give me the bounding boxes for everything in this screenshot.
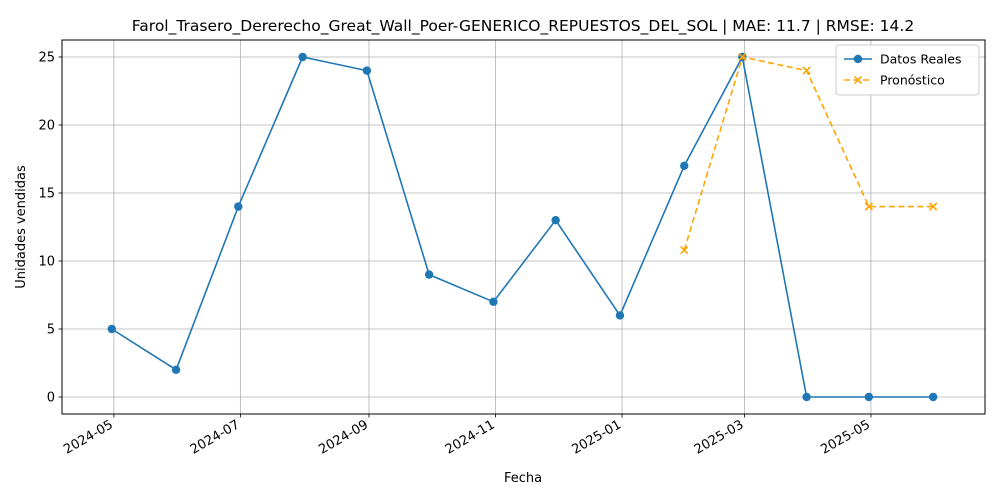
y-tick-label: 0	[47, 391, 55, 406]
data-point	[489, 297, 498, 306]
x-tick-label: 2025-01	[569, 417, 624, 457]
y-axis-label: Unidades vendidas	[14, 165, 29, 289]
data-point	[802, 66, 811, 75]
x-tick-label: 2024-11	[443, 417, 498, 457]
x-tick-label: 2025-05	[818, 417, 873, 457]
data-point	[362, 66, 372, 75]
legend: Datos Reales Pronóstico	[835, 44, 980, 96]
data-point	[615, 311, 625, 320]
data-point	[234, 202, 243, 211]
legend-marker	[853, 54, 863, 64]
x-tick-label: 2024-07	[188, 417, 243, 457]
data-point	[424, 270, 434, 279]
data-point	[928, 392, 938, 402]
data-point	[171, 365, 181, 374]
data-point	[738, 52, 747, 62]
legend-label: Datos Reales	[880, 52, 961, 67]
y-tick-label: 25	[38, 51, 55, 66]
data-point	[107, 324, 116, 334]
axis-ticks: 0 5 10 15 20 25 2024-05 2024-07 2024-09 2024-11 20…	[38, 51, 872, 458]
y-tick-label: 10	[38, 255, 55, 270]
legend-label: Pronóstico	[880, 73, 945, 88]
x-axis-label: Fecha	[504, 471, 542, 486]
x-tick-label: 2024-05	[61, 417, 116, 457]
data-point	[928, 202, 938, 211]
data-point	[680, 161, 689, 170]
y-tick-label: 5	[47, 323, 55, 338]
plot-area-frame	[61, 39, 986, 415]
data-point	[298, 52, 307, 62]
data-series	[107, 52, 938, 402]
data-point	[551, 216, 560, 225]
grid	[62, 40, 985, 414]
data-point	[864, 392, 874, 402]
y-tick-label: 15	[38, 187, 55, 202]
x-tick-label: 2024-09	[316, 417, 371, 457]
data-point	[802, 392, 811, 402]
data-point	[864, 202, 874, 211]
series-line	[111, 56, 934, 398]
x-tick-label: 2025-03	[692, 417, 747, 457]
data-point	[680, 245, 689, 255]
legend-frame	[835, 44, 980, 96]
chart-title: Farol_Trasero_Dererecho_Great_Wall_Poer-…	[132, 17, 914, 36]
y-tick-label: 20	[38, 119, 55, 134]
legend-marker	[853, 75, 863, 85]
